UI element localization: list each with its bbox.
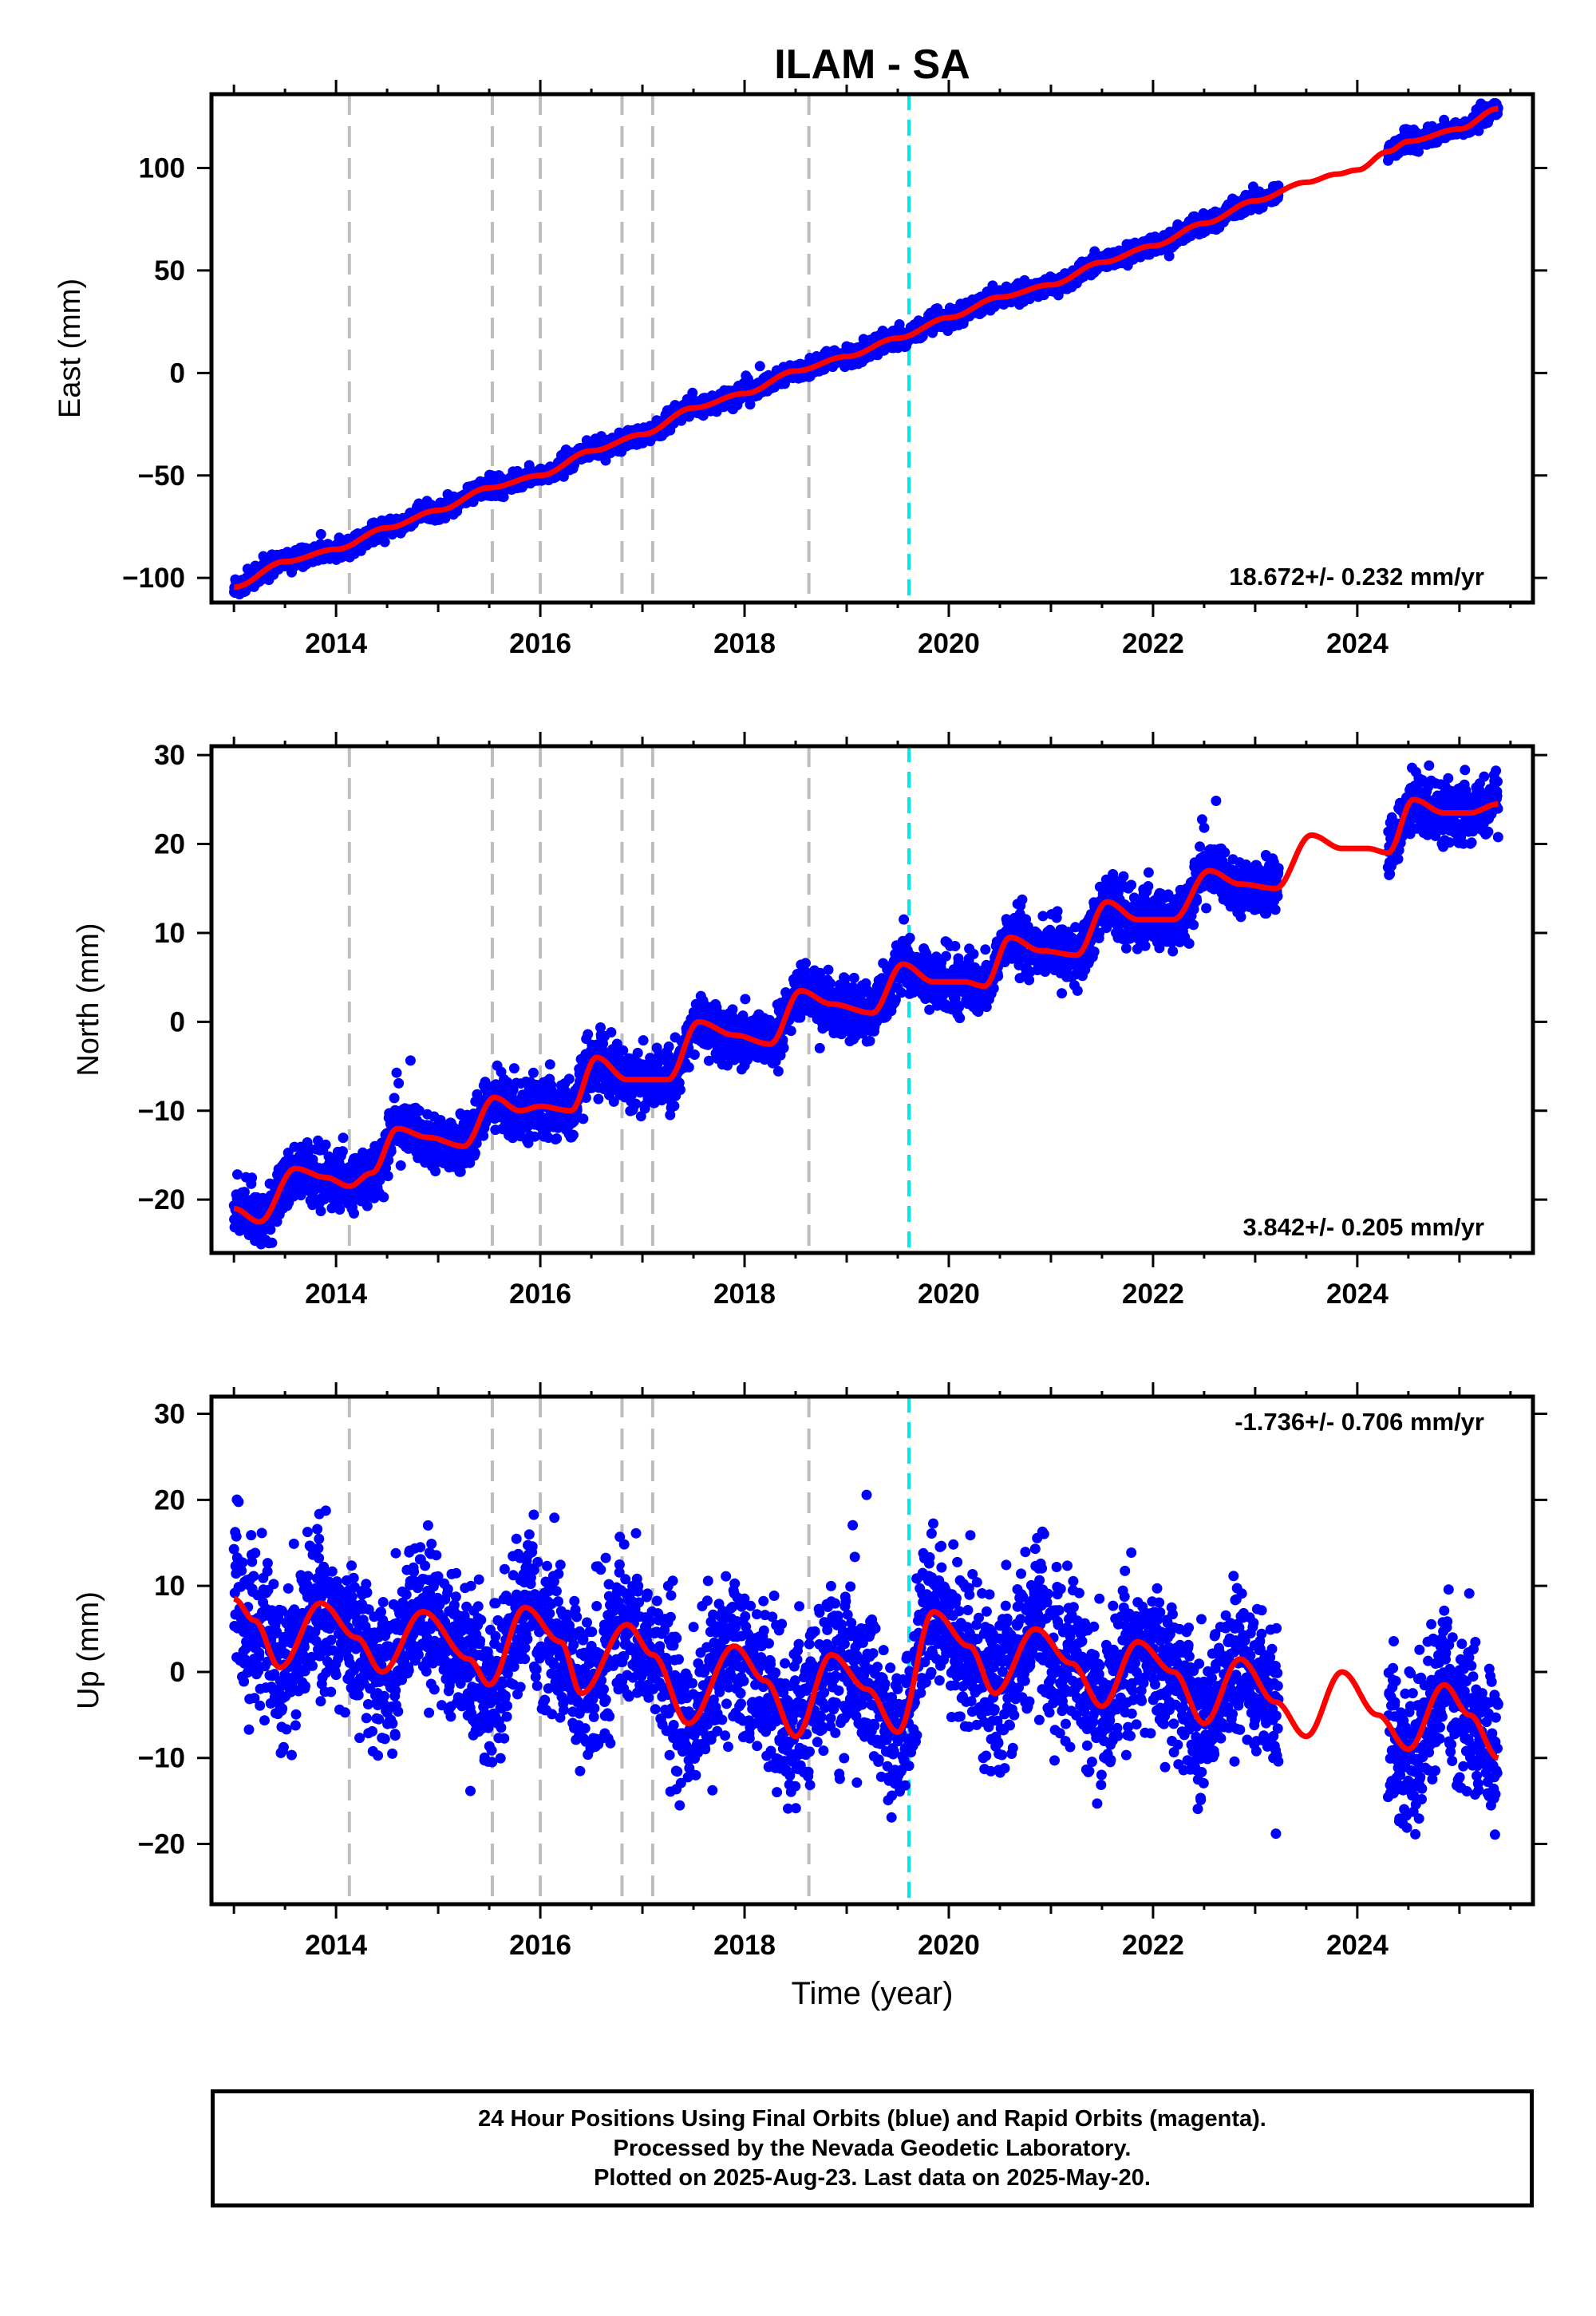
data-point	[382, 1171, 393, 1182]
data-point	[315, 1206, 326, 1216]
data-point	[469, 1148, 480, 1159]
x-tick-label: 2020	[918, 628, 980, 659]
data-point	[583, 1029, 594, 1040]
data-point	[578, 1113, 589, 1124]
data-point	[265, 1224, 276, 1235]
data-point	[239, 1187, 250, 1198]
data-point	[247, 1172, 258, 1184]
data-point	[391, 1067, 402, 1078]
data-point	[232, 1169, 243, 1180]
data-point	[471, 1138, 482, 1149]
data-point	[320, 1139, 331, 1150]
data-point	[337, 1146, 348, 1157]
x-tick-label: 2016	[509, 628, 571, 659]
y-tick-label: −100	[122, 563, 185, 594]
y-tick-label: −50	[138, 460, 185, 492]
data-point	[405, 1055, 416, 1066]
data-point	[361, 1200, 373, 1211]
data-point	[1413, 146, 1424, 157]
y-axis-label: East (mm)	[53, 279, 87, 418]
data-point	[389, 1093, 400, 1104]
data-point	[551, 1133, 563, 1144]
y-tick-label: 100	[139, 152, 185, 184]
data-point	[338, 1132, 349, 1144]
data-point	[1163, 251, 1175, 262]
data-point	[315, 528, 326, 539]
data-point	[383, 1155, 394, 1166]
data-point	[498, 492, 509, 503]
data-point	[379, 536, 390, 547]
data-point	[754, 361, 765, 372]
data-point	[508, 1063, 519, 1074]
rate-label: 18.672+/- 0.232 mm/yr	[1229, 563, 1484, 591]
data-point	[430, 1166, 441, 1176]
data-point	[563, 1073, 575, 1085]
y-tick-label: 0	[170, 358, 185, 389]
x-tick-label: 2022	[1122, 628, 1184, 659]
data-point	[413, 1105, 425, 1117]
data-point	[600, 455, 611, 466]
data-point	[567, 1129, 579, 1140]
data-point	[558, 471, 569, 482]
data-point	[527, 1067, 539, 1078]
data-point	[349, 1207, 359, 1219]
plot-frame	[209, 92, 1535, 605]
data-point	[313, 1135, 323, 1146]
x-tick-label: 2014	[305, 628, 367, 659]
y-tick-label: 50	[154, 255, 185, 287]
data-point	[395, 1160, 406, 1171]
chart-title: ILAM - SA	[774, 41, 970, 88]
x-tick-label: 2018	[713, 628, 776, 659]
data-point	[544, 1059, 555, 1070]
data-point	[1473, 125, 1484, 136]
data-point	[378, 1192, 389, 1203]
data-point	[267, 1237, 278, 1248]
data-point	[334, 1204, 346, 1215]
data-point	[580, 1093, 591, 1103]
data-point	[251, 1256, 262, 1267]
data-point	[687, 387, 698, 398]
data-point	[478, 1130, 489, 1141]
data-point	[385, 1146, 397, 1157]
fit-line	[233, 105, 1499, 591]
data-point	[393, 1077, 405, 1089]
data-point	[455, 1166, 466, 1177]
x-tick-label: 2024	[1326, 628, 1389, 659]
